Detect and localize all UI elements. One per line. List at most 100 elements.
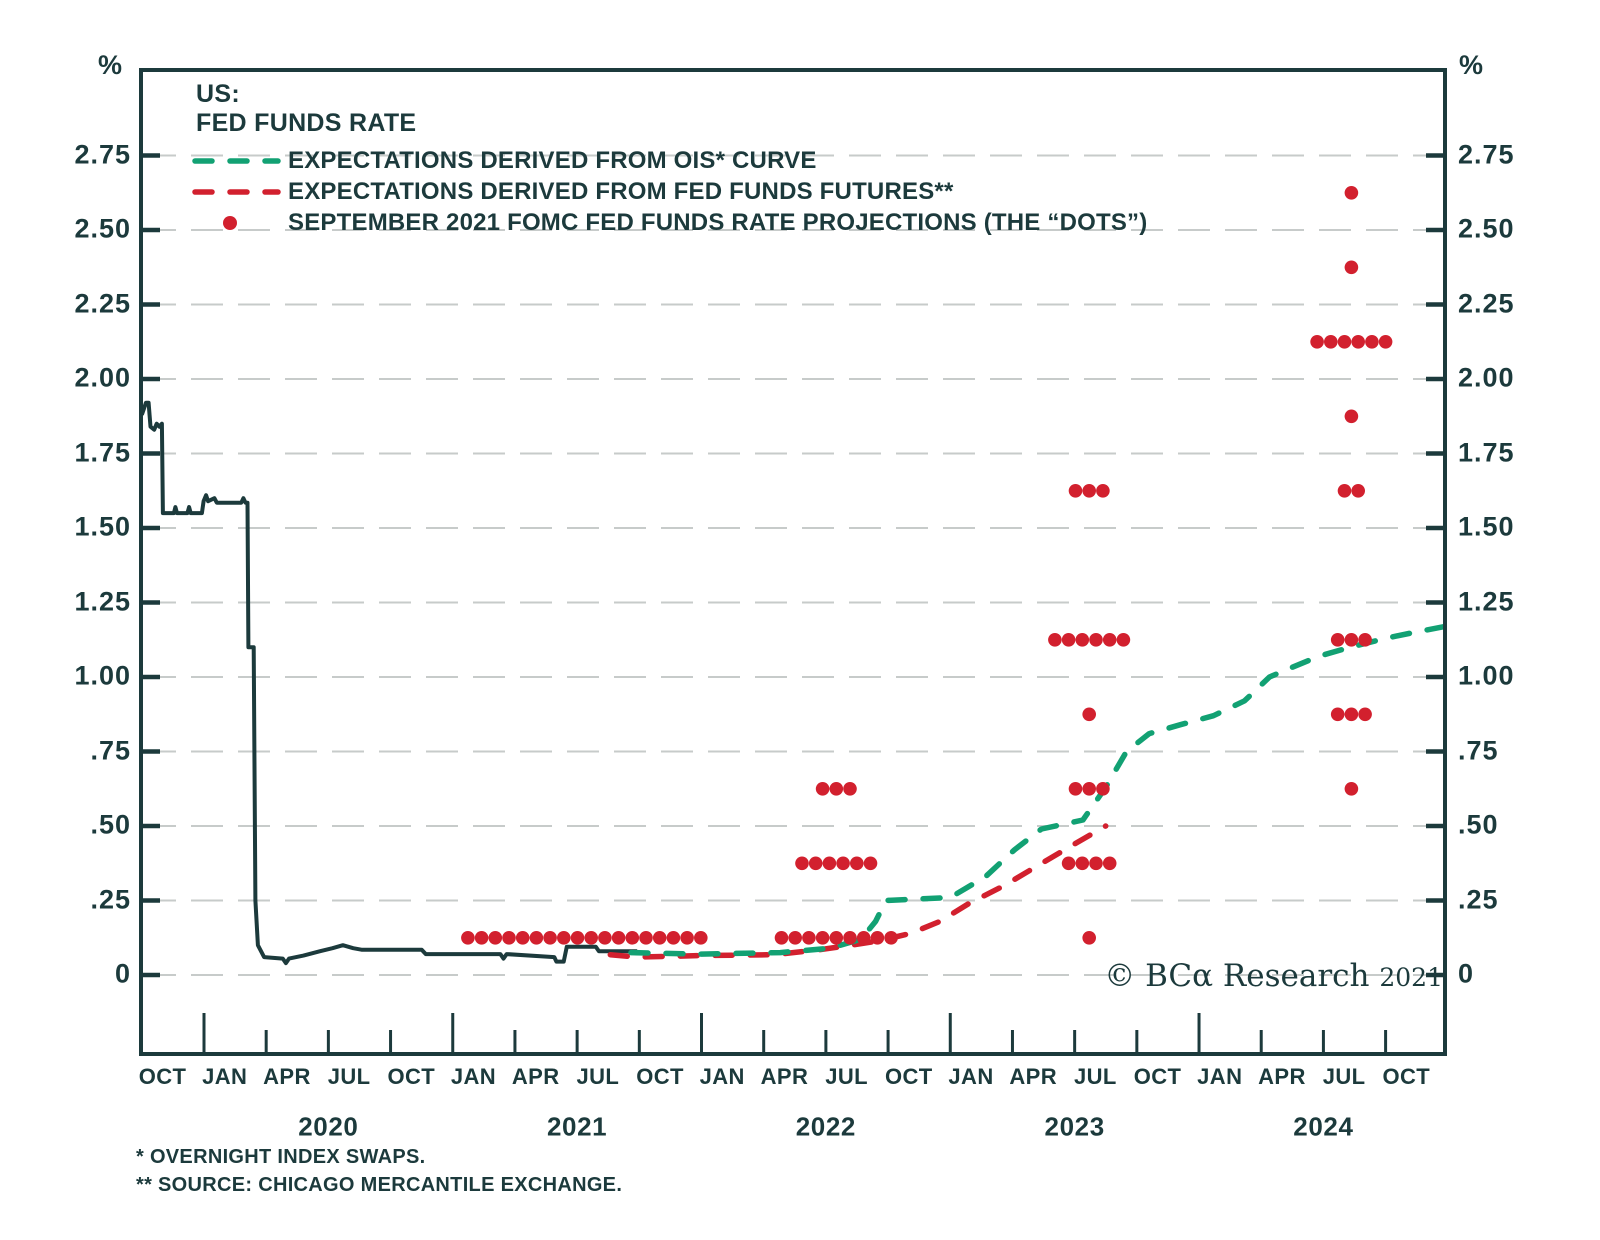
x-axis-month-label: OCT (138, 1064, 187, 1089)
fomc-dot-2022 (829, 931, 844, 945)
fomc-dot-2022 (836, 856, 850, 871)
fomc-dot-2024 (1351, 335, 1365, 349)
fomc-dot-2024 (1358, 707, 1372, 722)
fomc-dot-2021 (680, 931, 694, 945)
x-axis-month-label: JUL (576, 1064, 620, 1089)
fomc-dot-2024 (1310, 335, 1324, 349)
fomc-dot-2021 (557, 931, 571, 945)
fed-funds-rate-series (139, 400, 638, 966)
fomc-dot-2024 (1365, 335, 1379, 349)
y-axis-label-left: 2.00 (74, 362, 131, 393)
fomc-dot-2022 (863, 856, 878, 871)
y-axis-label-right: .50 (1458, 809, 1499, 840)
y-axis-label-right: 1.50 (1458, 511, 1515, 542)
x-axis-month-label: JUL (1322, 1064, 1366, 1089)
x-axis-month-label: JAN (699, 1064, 745, 1089)
y-axis-label-right: 2.75 (1458, 138, 1515, 169)
fomc-dot-2024 (1344, 707, 1359, 722)
legend-item-futures: EXPECTATIONS DERIVED FROM FED FUNDS FUTU… (190, 176, 1147, 207)
fomc-dot-2024 (1344, 186, 1359, 200)
fomc-dot-2021 (529, 931, 544, 945)
fomc-dot-2022 (788, 931, 802, 945)
x-axis-month-label: JAN (1197, 1064, 1243, 1089)
fomc-dot-2021 (652, 931, 667, 945)
legend-label-dots: SEPTEMBER 2021 FOMC FED FUNDS RATE PROJE… (288, 208, 1148, 236)
y-axis-unit-right: % (1459, 50, 1484, 80)
ois-expectations-line (628, 623, 1449, 957)
fomc-dot-2022 (829, 782, 844, 796)
fomc-dot-2023 (1102, 633, 1117, 647)
fomc-dot-2023 (1096, 484, 1110, 498)
chart-frame (139, 68, 1447, 1056)
y-axis-label-right: .25 (1458, 883, 1499, 914)
axis-ticks (141, 153, 1445, 1054)
fomc-dot-2022 (774, 931, 789, 945)
copyright-year: 2021 (1379, 963, 1443, 992)
fomc-dot-2022 (850, 856, 864, 871)
fomc-dot-2024 (1358, 633, 1372, 647)
fomc-dot-2021 (570, 931, 585, 945)
y-axis-label-left: 0 (114, 958, 131, 989)
x-axis-month-label: OCT (1133, 1064, 1182, 1089)
green-dashed-line-sample (190, 155, 282, 167)
red-dot-sample (190, 215, 282, 231)
chart-title-line1: US: (196, 80, 240, 108)
fomc-dot-2024 (1324, 335, 1338, 349)
fomc-dot-2024 (1351, 484, 1365, 498)
legend: US: FED FUNDS RATE EXPECTATIONS DERIVED … (190, 80, 1147, 238)
y-axis-label-right: 1.25 (1458, 585, 1515, 616)
fomc-dots (461, 186, 1393, 945)
fomc-dot-2023 (1102, 856, 1117, 871)
fomc-dot-2021 (502, 931, 516, 945)
fomc-dot-2022 (822, 856, 837, 871)
x-axis-month-label: JAN (450, 1064, 497, 1089)
fomc-dot-2022 (795, 856, 809, 871)
fomc-dot-2024 (1378, 335, 1393, 349)
gridlines (144, 154, 1442, 976)
fomc-dot-2023 (1048, 633, 1062, 647)
x-axis-year-label: 2024 (1293, 1111, 1354, 1142)
fomc-dot-2023 (1061, 633, 1076, 647)
x-axis-month-label: JUL (825, 1064, 868, 1089)
fomc-dot-2022 (856, 931, 871, 945)
fomc-dot-2021 (474, 931, 489, 945)
y-axis-label-left: 2.25 (74, 287, 131, 318)
y-axis-label-right: 1.75 (1458, 436, 1515, 467)
y-axis-label-right: 2.00 (1458, 362, 1515, 393)
chart-title-line2: FED FUNDS RATE (196, 109, 417, 137)
ois-expectations-series (628, 623, 1449, 957)
fomc-dot-2022 (815, 931, 830, 945)
y-axis-label-left: .75 (90, 734, 131, 765)
fomc-dot-2023 (1061, 856, 1076, 871)
y-axis-label-right: 1.00 (1458, 660, 1515, 691)
y-axis-unit-left: % (98, 50, 123, 80)
fomc-dot-2023 (1082, 931, 1096, 945)
fed-funds-line (139, 400, 638, 966)
fomc-dot-2021 (488, 931, 503, 945)
x-axis-month-label: OCT (884, 1064, 933, 1089)
fomc-dot-2024 (1344, 782, 1359, 796)
fomc-dot-2023 (1116, 633, 1131, 647)
y-axis-label-left: 1.00 (74, 660, 131, 691)
fomc-dot-2021 (543, 931, 557, 945)
x-axis-month-label: APR (760, 1064, 809, 1089)
x-axis-year-label: 2023 (1044, 1111, 1105, 1142)
fomc-dot-2023 (1082, 782, 1096, 796)
fomc-dot-2021 (461, 931, 475, 945)
fomc-dot-2021 (584, 931, 598, 945)
x-axis-month-label: JAN (202, 1064, 248, 1089)
x-axis-month-label: APR (263, 1064, 311, 1089)
fomc-dot-2023 (1096, 782, 1110, 796)
y-axis-label-left: .50 (90, 809, 131, 840)
red-dashed-line-sample (190, 186, 282, 198)
legend-rows: EXPECTATIONS DERIVED FROM OIS* CURVE EXP… (190, 145, 1147, 238)
fomc-dot-2024 (1344, 409, 1359, 424)
y-axis-label-right: 2.50 (1458, 213, 1515, 244)
legend-item-ois: EXPECTATIONS DERIVED FROM OIS* CURVE (190, 145, 1147, 176)
x-axis-month-label: JAN (948, 1064, 994, 1089)
x-axis-month-label: JUL (1073, 1064, 1117, 1089)
y-axis-label-right: .75 (1458, 734, 1499, 765)
y-axis-label-left: 1.25 (74, 585, 131, 616)
fomc-dot-2023 (1089, 633, 1103, 647)
